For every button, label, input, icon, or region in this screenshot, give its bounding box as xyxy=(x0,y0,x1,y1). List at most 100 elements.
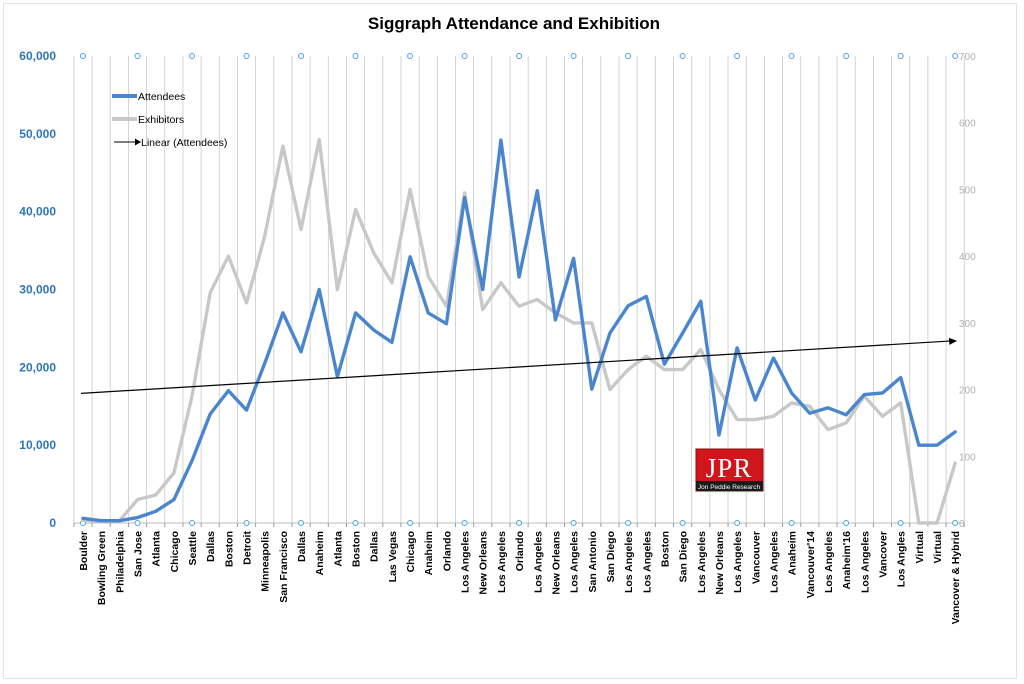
legend-trendline-arrow-icon xyxy=(135,138,141,146)
x-tick-label: Virtual xyxy=(932,531,944,564)
top-axis-marker xyxy=(80,53,86,59)
x-tick-label: Los Angeles xyxy=(732,531,744,593)
x-tick-label: Los Angeles xyxy=(768,531,780,593)
legend-label-trendline: Linear (Attendees) xyxy=(141,137,227,149)
top-axis-marker xyxy=(679,53,686,59)
x-tick-label: Anaheim xyxy=(787,531,799,575)
x-tick-label: Atlanta xyxy=(332,531,344,567)
x-tick-label: Virtual xyxy=(914,531,926,564)
axis-layer xyxy=(73,53,965,527)
trendline xyxy=(80,340,952,394)
y-left-tick-label: 40,000 xyxy=(19,205,56,219)
x-tick-label: San Diego xyxy=(605,531,617,582)
top-axis-marker xyxy=(788,53,795,59)
top-axis-marker xyxy=(352,53,359,59)
x-tick-label: Dallas xyxy=(296,531,308,562)
x-tick-label: Dallas xyxy=(369,531,381,562)
x-tick-label: Chicago xyxy=(169,531,181,572)
x-tick-label: Seattle xyxy=(187,531,199,566)
x-tick-label: Philadelphia xyxy=(114,531,126,593)
series-layer xyxy=(80,137,958,525)
bottom-axis-marker xyxy=(679,520,686,526)
x-tick-label: Chicago xyxy=(405,531,417,572)
y-right-tick-label: 0 xyxy=(959,519,965,530)
top-axis-marker xyxy=(134,53,141,59)
x-tick-label: Los Angles xyxy=(896,531,908,587)
top-axis-marker xyxy=(734,53,741,59)
x-tick-label: Los Angeles xyxy=(641,531,653,593)
chart-title: Siggraph Attendance and Exhibition xyxy=(368,14,660,33)
legend-label-attendees: Attendees xyxy=(138,91,185,103)
x-tick-label: Los Angeles xyxy=(460,531,472,593)
top-axis-marker xyxy=(407,53,414,59)
top-axis-marker xyxy=(298,53,305,59)
x-tick-label: Detroit xyxy=(242,531,254,565)
x-tick-label: Los Angeles xyxy=(859,531,871,593)
legend-label-exhibitors: Exhibitors xyxy=(138,114,184,126)
y-left-tick-label: 10,000 xyxy=(19,438,56,452)
x-tick-label: Los Angeles xyxy=(696,531,708,593)
label-layer: 0 10,000 20,000 30,000 40,000 50,000 60,000 0 10… xyxy=(19,49,976,624)
x-tick-label: Atlanta xyxy=(151,531,163,567)
top-axis-marker xyxy=(625,53,632,59)
x-tick-label: Boston xyxy=(223,531,235,567)
trendline-arrow-icon xyxy=(948,337,958,345)
jpr-logo-subbar xyxy=(696,481,763,491)
x-tick-label: Orlando xyxy=(514,531,526,571)
x-tick-label: San Diego xyxy=(678,531,690,582)
x-tick-label: Dallas xyxy=(205,531,217,562)
x-tick-label: New Orleans xyxy=(714,531,726,595)
bottom-axis-marker xyxy=(461,520,468,526)
x-tick-label: Vancouver'14 xyxy=(805,531,817,598)
bottom-axis-marker xyxy=(134,520,141,526)
bottom-axis-marker xyxy=(788,520,795,526)
grid-layer xyxy=(73,56,965,523)
bottom-axis-marker xyxy=(189,520,196,526)
x-tick-label: Boulder xyxy=(78,531,90,571)
x-tick-label: New Orleans xyxy=(550,531,562,595)
x-tick-label: Vancover xyxy=(877,531,889,578)
x-tick-label: New Orleans xyxy=(478,531,490,595)
top-axis-marker xyxy=(189,53,196,59)
series-line-exhibitors xyxy=(81,137,957,525)
chart-frame: Siggraph Attendance and Exhibition 0 10,0… xyxy=(3,3,1017,679)
x-tick-label: Boston xyxy=(351,531,363,567)
y-left-tick-label: 0 xyxy=(49,516,56,530)
y-right-tick-label: 500 xyxy=(959,185,976,196)
y-left-tick-label: 50,000 xyxy=(19,127,56,141)
y-left-tick-label: 30,000 xyxy=(19,283,56,297)
jpr-logo-subtext: Jon Peddie Research xyxy=(698,484,761,491)
bottom-axis-marker xyxy=(243,520,250,526)
y-right-tick-label: 100 xyxy=(959,452,976,463)
y-right-tick-label: 300 xyxy=(959,319,976,330)
x-tick-label: Anaheim'16 xyxy=(841,531,853,590)
x-tick-label: Los Angeles xyxy=(532,531,544,593)
top-axis-marker xyxy=(843,53,850,59)
x-tick-label: Bowling Green xyxy=(96,531,108,605)
chart-svg: Siggraph Attendance and Exhibition 0 10,0… xyxy=(19,14,976,624)
jpr-logo-text: JPR xyxy=(706,453,753,483)
top-axis-marker xyxy=(516,53,523,59)
top-axis-marker xyxy=(897,53,904,59)
x-tick-label: Los Angeles xyxy=(569,531,581,593)
x-tick-label: Los Angeles xyxy=(496,531,508,593)
bottom-axis-marker xyxy=(625,520,632,526)
x-tick-label: Minneapolis xyxy=(260,531,272,592)
y-left-tick-label: 60,000 xyxy=(19,49,56,63)
x-tick-label: Los Angeles xyxy=(823,531,835,593)
x-tick-label: Boston xyxy=(659,531,671,567)
y-right-tick-label: 600 xyxy=(959,119,976,130)
y-left-tick-label: 20,000 xyxy=(19,360,56,374)
bottom-axis-marker xyxy=(516,520,523,526)
top-axis-marker xyxy=(570,53,577,59)
bottom-axis-marker xyxy=(734,520,741,526)
top-axis-marker xyxy=(461,53,468,59)
bottom-axis-marker xyxy=(843,520,850,526)
x-tick-label: San Jose xyxy=(133,531,145,577)
bottom-axis-marker xyxy=(570,520,577,526)
bottom-axis-marker xyxy=(352,520,359,526)
top-axis-marker xyxy=(952,53,959,59)
bottom-axis-marker xyxy=(897,520,904,526)
x-tick-label: San Antonio xyxy=(587,531,599,592)
x-tick-label: Orlando xyxy=(441,531,453,571)
